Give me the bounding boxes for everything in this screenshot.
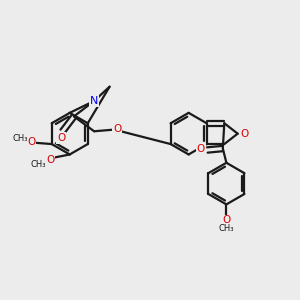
Text: O: O xyxy=(222,215,230,225)
Text: CH₃: CH₃ xyxy=(219,224,234,233)
Text: O: O xyxy=(46,155,54,165)
Text: O: O xyxy=(197,144,205,154)
Text: O: O xyxy=(27,137,36,147)
Text: O: O xyxy=(57,133,66,143)
Text: CH₃: CH₃ xyxy=(12,134,28,143)
Text: N: N xyxy=(90,96,98,106)
Text: CH₃: CH₃ xyxy=(31,160,46,169)
Text: O: O xyxy=(240,129,248,139)
Text: O: O xyxy=(113,124,122,134)
